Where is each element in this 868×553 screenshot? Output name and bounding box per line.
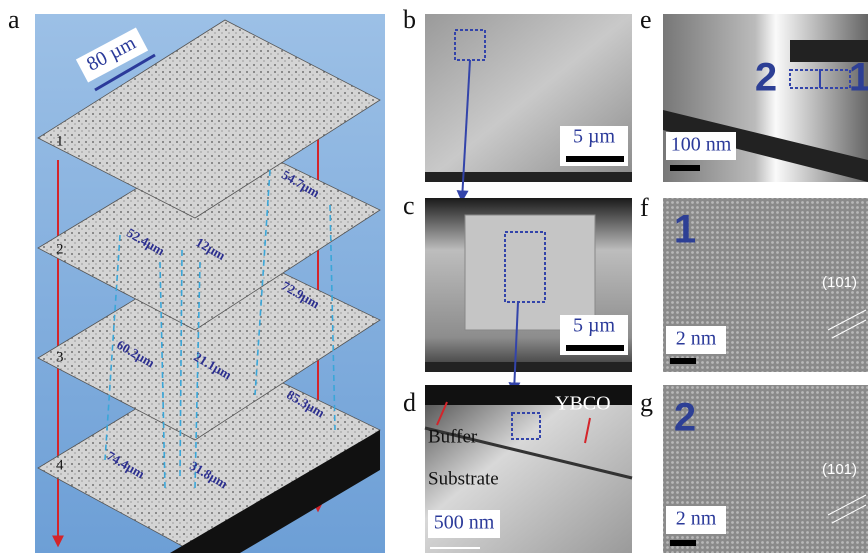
region-label: 2: [755, 56, 777, 100]
scale-bar: [670, 358, 696, 364]
scale-label: 2 nm: [676, 508, 717, 530]
panel-label: a: [8, 5, 20, 34]
layer-number: 3: [56, 349, 64, 365]
scale-label: 500 nm: [434, 512, 495, 534]
panel-label: f: [640, 193, 649, 222]
layer-number: 1: [56, 133, 64, 149]
scale-label: 2 nm: [676, 328, 717, 350]
panel-label: e: [640, 5, 652, 34]
scale-bar: [670, 540, 696, 546]
scale-bar: [566, 345, 624, 351]
plane-label: (101): [822, 274, 857, 291]
scale-bar: [670, 165, 700, 171]
panel-label: g: [640, 388, 653, 417]
scale-label: 5 µm: [573, 315, 616, 337]
region-label: 2: [674, 396, 696, 440]
info-bar: [425, 362, 632, 372]
info-bar: [425, 172, 632, 182]
region-label: 1: [674, 208, 696, 252]
scale-label: 5 µm: [573, 126, 616, 148]
scale-bar: [566, 156, 624, 162]
panel-label: c: [403, 191, 415, 220]
layer-label: Buffer: [428, 426, 478, 447]
scale-label: 100 nm: [671, 134, 732, 156]
panel-label: b: [403, 5, 416, 34]
plane-label: (101): [822, 461, 857, 478]
panel-label: d: [403, 388, 416, 417]
layer-number: 4: [56, 457, 64, 473]
layer-number: 2: [56, 241, 64, 257]
layer-label: YBCO: [555, 393, 611, 415]
figure: a 80 µm 1 2 3 4 54.7µm 52.4µm 12µm 72.9µ…: [0, 0, 868, 553]
region-label: 1: [849, 56, 868, 100]
layer-label: Substrate: [428, 468, 499, 489]
